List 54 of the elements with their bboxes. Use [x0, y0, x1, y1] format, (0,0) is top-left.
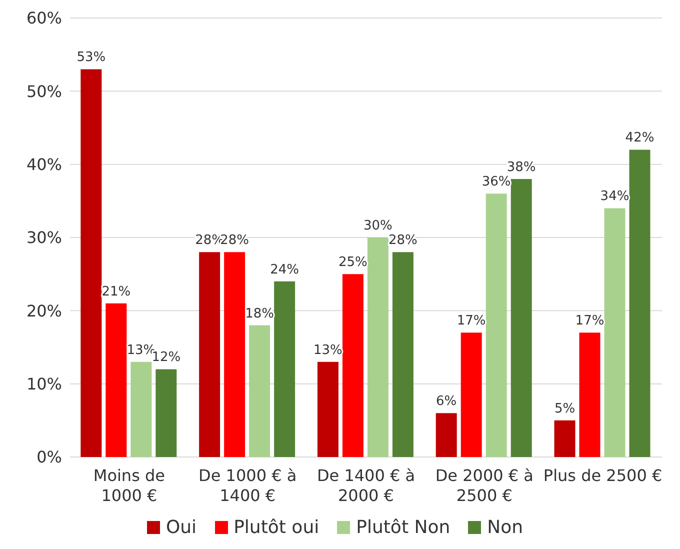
x-tick-label: De 1400 € à 2000 €	[316, 466, 416, 505]
x-tick-label: Moins de 1000 €	[93, 466, 166, 505]
bar	[604, 208, 626, 457]
data-label: 53%	[76, 50, 106, 66]
legend-label: Plutôt Non	[355, 517, 450, 538]
data-label: 36%	[482, 174, 511, 190]
x-tick-label: De 2000 € à 2500 €	[435, 466, 534, 505]
legend-label: Non	[486, 517, 523, 538]
bar	[130, 362, 152, 457]
data-label: 6%	[436, 394, 457, 410]
bar	[460, 332, 482, 457]
bar	[342, 274, 364, 457]
bar	[249, 325, 270, 457]
x-tick-label: Plus de 2500 €	[543, 466, 662, 485]
legend-label: Oui	[164, 517, 197, 538]
bar	[106, 303, 127, 457]
bar	[486, 194, 507, 457]
bar	[392, 252, 414, 457]
bar	[629, 150, 650, 457]
bar	[156, 369, 177, 457]
y-tick-label: 0%	[36, 448, 62, 467]
y-tick-label: 10%	[26, 374, 62, 394]
bar	[274, 281, 296, 457]
bar	[554, 420, 576, 457]
data-label: 38%	[506, 160, 536, 175]
legend-label: Plutôt oui	[232, 517, 320, 538]
bar	[317, 362, 338, 457]
data-label: 30%	[364, 218, 392, 234]
data-label: 34%	[600, 189, 630, 204]
data-label: 21%	[102, 284, 131, 300]
bar	[510, 178, 532, 457]
y-tick-label: 40%	[26, 155, 62, 174]
bar	[367, 238, 388, 457]
y-tick-label: 20%	[26, 301, 62, 320]
bar	[579, 332, 600, 457]
data-label: 17%	[456, 314, 486, 329]
data-label: 5%	[554, 401, 576, 416]
y-tick-label: 60%	[26, 8, 62, 28]
data-label: 28%	[388, 233, 418, 248]
data-label: 17%	[575, 314, 604, 329]
data-label: 18%	[245, 306, 274, 322]
y-tick-label: 30%	[26, 228, 62, 248]
data-label: 13%	[314, 342, 342, 358]
data-label: 42%	[625, 130, 654, 146]
bar	[199, 252, 220, 457]
data-label: 12%	[152, 350, 181, 366]
bar	[224, 252, 246, 457]
x-tick-label: De 1000 € à 1400 €	[198, 466, 297, 505]
data-label: 28%	[220, 233, 250, 248]
data-label: 25%	[338, 255, 368, 270]
bar	[80, 69, 102, 457]
y-tick-label: 50%	[26, 82, 62, 101]
data-label: 24%	[270, 262, 300, 278]
bar	[436, 413, 457, 457]
